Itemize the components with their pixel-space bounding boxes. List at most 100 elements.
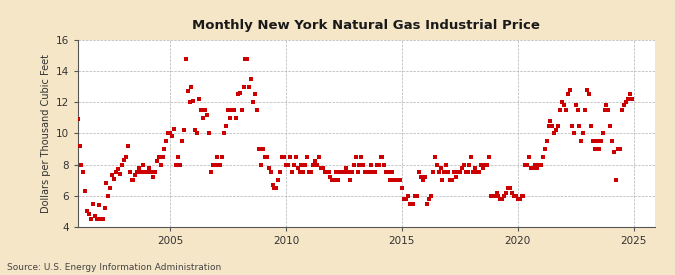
Point (101, 181, 112, 185)
Point (362, 170, 373, 175)
Point (508, 194, 519, 198)
Point (493, 194, 504, 198)
Point (124, 170, 135, 175)
Point (367, 170, 378, 175)
Point (383, 170, 394, 175)
Point (393, 178, 404, 182)
Point (178, 128, 189, 133)
Point (437, 178, 448, 182)
Point (572, 108, 583, 112)
Point (286, 170, 297, 175)
Point (499, 194, 510, 198)
Point (182, 89, 193, 94)
Title: Monthly New York Natural Gas Industrial Price: Monthly New York Natural Gas Industrial … (192, 19, 540, 32)
Point (576, 139, 587, 143)
Point (603, 108, 614, 112)
Point (151, 159, 162, 164)
Point (447, 178, 458, 182)
Point (223, 108, 234, 112)
Point (153, 155, 164, 159)
Point (227, 108, 238, 112)
Point (146, 170, 157, 175)
Point (425, 194, 436, 198)
Point (126, 178, 137, 182)
Point (593, 147, 604, 151)
Point (263, 166, 274, 170)
Point (439, 170, 450, 175)
Point (545, 119, 556, 123)
Point (117, 162, 128, 167)
Point (615, 147, 626, 151)
Point (229, 108, 240, 112)
Point (236, 108, 247, 112)
Point (149, 170, 160, 175)
Point (252, 108, 263, 112)
Point (350, 155, 361, 159)
Point (296, 162, 307, 167)
Point (369, 170, 380, 175)
Point (441, 162, 452, 167)
Point (489, 194, 500, 198)
Point (294, 170, 305, 175)
Point (207, 162, 218, 167)
Point (599, 108, 610, 112)
Point (618, 103, 629, 108)
Point (402, 194, 413, 198)
Point (501, 190, 512, 195)
Point (174, 162, 185, 167)
Point (188, 98, 199, 103)
Point (97, 217, 108, 221)
Point (173, 155, 184, 159)
Point (333, 178, 344, 182)
Point (219, 131, 230, 136)
Point (375, 155, 386, 159)
Point (225, 116, 236, 120)
Point (626, 97, 637, 101)
Point (90, 214, 101, 218)
Point (196, 108, 207, 112)
Point (423, 197, 434, 201)
Point (460, 170, 471, 175)
Point (406, 201, 417, 206)
Point (450, 175, 461, 179)
Point (491, 190, 502, 195)
Point (398, 197, 409, 201)
Point (310, 159, 321, 164)
Point (464, 162, 475, 167)
Point (323, 170, 334, 175)
Point (487, 194, 498, 198)
Point (325, 175, 336, 179)
Point (522, 162, 533, 167)
Point (283, 162, 294, 167)
Point (373, 162, 384, 167)
Point (458, 162, 469, 167)
Point (356, 155, 367, 159)
Point (169, 126, 180, 131)
Point (167, 134, 178, 139)
Point (306, 170, 317, 175)
Point (122, 144, 133, 148)
Point (539, 147, 550, 151)
Point (284, 155, 295, 159)
Point (271, 186, 281, 190)
Point (165, 131, 176, 136)
Y-axis label: Dollars per Thousand Cubic Feet: Dollars per Thousand Cubic Feet (41, 54, 51, 213)
Point (483, 155, 494, 159)
Point (418, 178, 429, 182)
Point (215, 162, 225, 167)
Point (396, 186, 407, 190)
Point (157, 155, 168, 159)
Point (503, 186, 514, 190)
Point (238, 84, 249, 89)
Point (234, 91, 245, 95)
Point (445, 178, 456, 182)
Point (111, 170, 122, 175)
Point (242, 56, 253, 61)
Point (605, 123, 616, 128)
Point (265, 170, 276, 175)
Point (601, 103, 612, 108)
Point (468, 170, 479, 175)
Point (391, 178, 402, 182)
Point (584, 92, 595, 97)
Point (155, 162, 166, 167)
